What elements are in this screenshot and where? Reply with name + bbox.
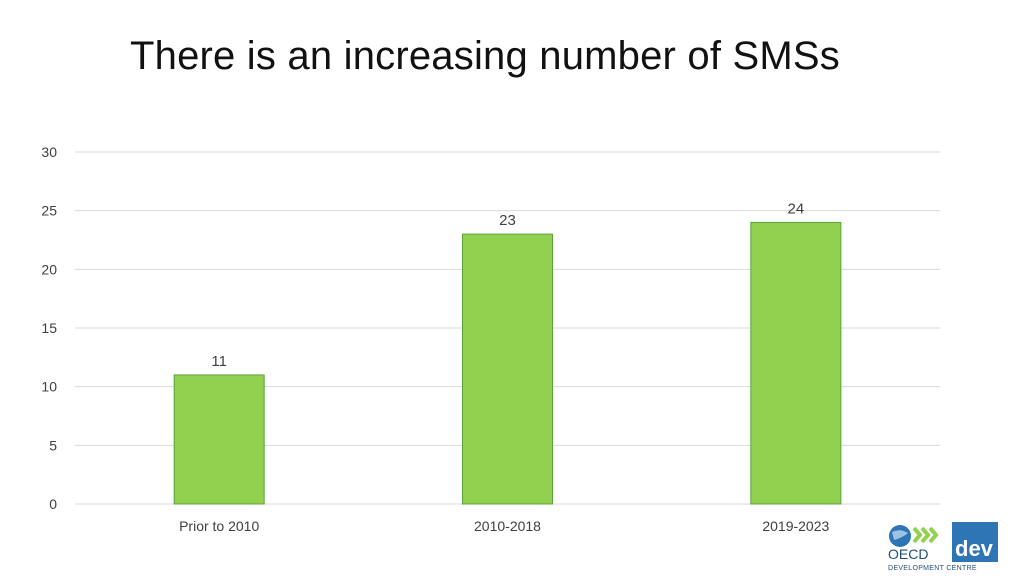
logo-dev-block (952, 522, 998, 562)
y-axis-ticks: 0 5 10 15 20 25 30 (41, 144, 57, 512)
bar (750, 221, 842, 505)
y-tick-label: 10 (41, 379, 57, 395)
globe-highlight-icon (892, 530, 908, 540)
y-tick-label: 30 (41, 144, 57, 160)
category-label: 2010-2018 (474, 518, 541, 534)
logo-org: OECD (888, 546, 928, 562)
logo-unit: dev (955, 536, 994, 561)
y-tick-label: 15 (41, 320, 57, 336)
y-tick-label: 25 (41, 203, 57, 219)
bar (173, 374, 265, 505)
data-label: 11 (211, 353, 227, 370)
arrow-icon (920, 526, 931, 544)
arrow-icon (928, 526, 939, 544)
data-label: 23 (499, 212, 516, 229)
oecd-dev-logo: OECD dev DEVELOPMENT CENTRE (888, 522, 998, 572)
data-labels: 11 23 24 (211, 200, 804, 370)
y-tick-label: 20 (41, 261, 57, 277)
slide-title: There is an increasing number of SMSs (130, 34, 840, 78)
arrow-icon (912, 526, 923, 544)
data-label: 24 (787, 200, 804, 217)
logo-caption: DEVELOPMENT CENTRE (888, 565, 977, 572)
category-labels: Prior to 2010 2010-2018 2019-2023 (179, 518, 829, 534)
bar (462, 233, 553, 505)
y-tick-label: 5 (49, 437, 57, 453)
bars (173, 221, 842, 505)
category-label: 2019-2023 (762, 518, 829, 534)
category-label: Prior to 2010 (179, 518, 259, 534)
y-tick-label: 0 (49, 496, 57, 512)
